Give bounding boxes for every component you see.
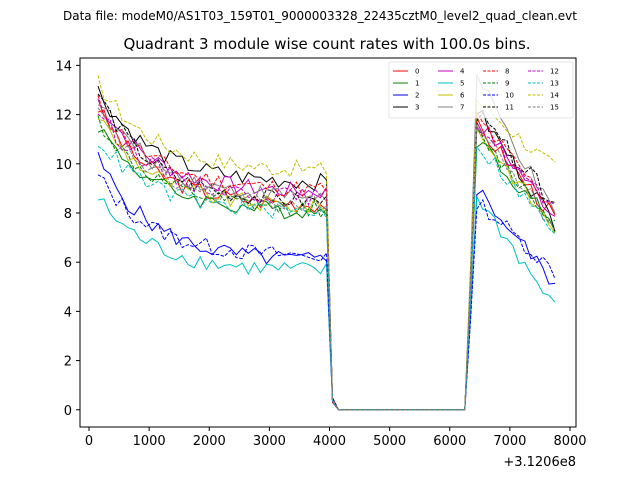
y-tick-label: 0 [64, 404, 72, 419]
y-tick-label: 2 [64, 355, 72, 370]
series-line-5 [97, 196, 556, 411]
legend-label-6: 6 [460, 92, 465, 100]
legend-label-4: 4 [460, 68, 465, 76]
series-line-8 [97, 95, 556, 411]
legend-label-14: 14 [550, 92, 559, 100]
legend-label-2: 2 [415, 92, 419, 100]
x-tick-label: 7000 [493, 434, 526, 449]
y-tick-label: 4 [64, 305, 72, 320]
legend-label-1: 1 [415, 80, 419, 88]
legend-label-12: 12 [550, 68, 559, 76]
legend-label-15: 15 [550, 104, 559, 112]
legend-label-5: 5 [460, 80, 464, 88]
legend-label-9: 9 [505, 80, 509, 88]
legend-label-0: 0 [415, 68, 419, 76]
x-tick-label: 8000 [553, 434, 586, 449]
series-line-11 [97, 93, 556, 411]
x-axis-ticks: 0 1000 2000 3000 4000 5000 6000 7000 8000 [85, 427, 587, 449]
chart-title: Quadrant 3 module wise count rates with … [123, 35, 530, 53]
plot-lines [97, 74, 556, 411]
plot-frame [79, 57, 577, 428]
y-tick-label: 8 [64, 207, 72, 222]
x-tick-label: 6000 [433, 434, 466, 449]
legend-label-10: 10 [505, 92, 514, 100]
x-tick-label: 4000 [313, 434, 346, 449]
x-tick-label: 1000 [133, 434, 166, 449]
x-tick-label: 2000 [193, 434, 226, 449]
x-tick-label: 0 [85, 434, 93, 449]
x-offset-label: +3.1206e8 [503, 455, 576, 470]
legend-label-8: 8 [505, 68, 509, 76]
series-line-15 [97, 107, 556, 411]
series-line-3 [97, 85, 556, 411]
x-tick-label: 5000 [373, 434, 406, 449]
y-tick-label: 12 [55, 109, 72, 124]
series-line-14 [97, 75, 556, 411]
legend-label-13: 13 [550, 80, 559, 88]
legend-label-3: 3 [415, 104, 419, 112]
y-axis-ticks: 0 2 4 6 8 10 12 14 [55, 59, 80, 419]
y-tick-label: 14 [55, 59, 72, 74]
y-tick-label: 6 [64, 256, 72, 271]
legend-box [388, 61, 574, 119]
chart-suptitle: Data file: modeM0/AS1T03_159T01_90000033… [63, 9, 577, 23]
x-tick-label: 3000 [253, 434, 286, 449]
legend-label-11: 11 [505, 104, 514, 112]
legend-label-7: 7 [460, 104, 464, 112]
y-tick-label: 10 [55, 158, 72, 173]
